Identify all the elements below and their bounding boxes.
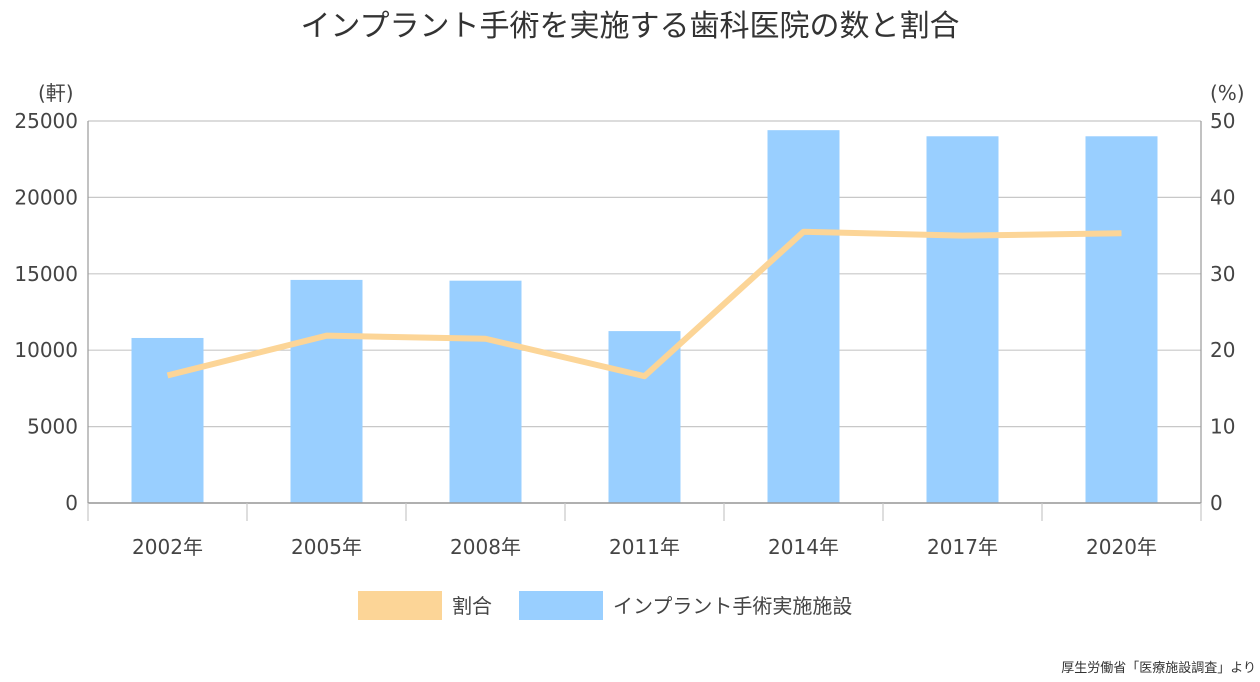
bar-2011年 xyxy=(608,331,681,503)
line-series xyxy=(166,228,1122,380)
bar-2017年 xyxy=(926,136,999,503)
y-left-tick-label: 0 xyxy=(65,491,78,515)
y-right-tick-label: 50 xyxy=(1210,109,1235,133)
y-right-tick-label: 40 xyxy=(1210,185,1235,209)
bar-2005年 xyxy=(290,279,363,503)
y-axis-right-ticks: 0 10 20 30 40 50 xyxy=(1210,109,1235,515)
source-note: 厚生労働省「医療施設調査」より xyxy=(1061,660,1256,676)
x-tick-label: 2008年 xyxy=(450,535,521,559)
y-left-tick-label: 25000 xyxy=(14,109,78,133)
bar-2014年 xyxy=(767,130,840,503)
y-axis-right-unit: (%) xyxy=(1210,81,1245,105)
x-tick-label: 2017年 xyxy=(927,535,998,559)
y-right-tick-label: 0 xyxy=(1210,491,1223,515)
legend-label-ratio: 割合 xyxy=(452,594,492,618)
bar-2002年 xyxy=(131,337,204,503)
x-tick-label: 2005年 xyxy=(291,535,362,559)
bar-2008年 xyxy=(449,280,522,503)
y-right-tick-label: 30 xyxy=(1210,262,1235,286)
y-left-tick-label: 15000 xyxy=(14,262,78,286)
x-axis-ticks: 2002年 2005年 2008年 2011年 2014年 2017年 2020年 xyxy=(132,535,1157,559)
legend: 割合 インプラント手術実施施設 xyxy=(358,591,852,620)
bar-2020年 xyxy=(1085,136,1158,503)
legend-label-facilities: インプラント手術実施施設 xyxy=(613,594,852,618)
x-tick-label: 2011年 xyxy=(609,535,680,559)
y-axis-left-unit: (軒) xyxy=(38,81,74,105)
x-tick-label: 2020年 xyxy=(1086,535,1157,559)
y-right-tick-label: 10 xyxy=(1210,415,1235,439)
chart-title: インプラント手術を実施する歯科医院の数と割合 xyxy=(300,9,959,44)
legend-swatch-ratio xyxy=(358,591,442,620)
y-axis-left-ticks: 0 5000 10000 15000 20000 25000 xyxy=(14,109,78,515)
y-left-tick-label: 10000 xyxy=(14,338,78,362)
axes xyxy=(87,121,1202,521)
x-tick-label: 2002年 xyxy=(132,535,203,559)
y-left-tick-label: 20000 xyxy=(14,185,78,209)
legend-swatch-facilities xyxy=(519,591,603,620)
x-tick-label: 2014年 xyxy=(768,535,839,559)
y-right-tick-label: 20 xyxy=(1210,338,1235,362)
bar-series xyxy=(131,130,1158,503)
y-left-tick-label: 5000 xyxy=(27,415,78,439)
